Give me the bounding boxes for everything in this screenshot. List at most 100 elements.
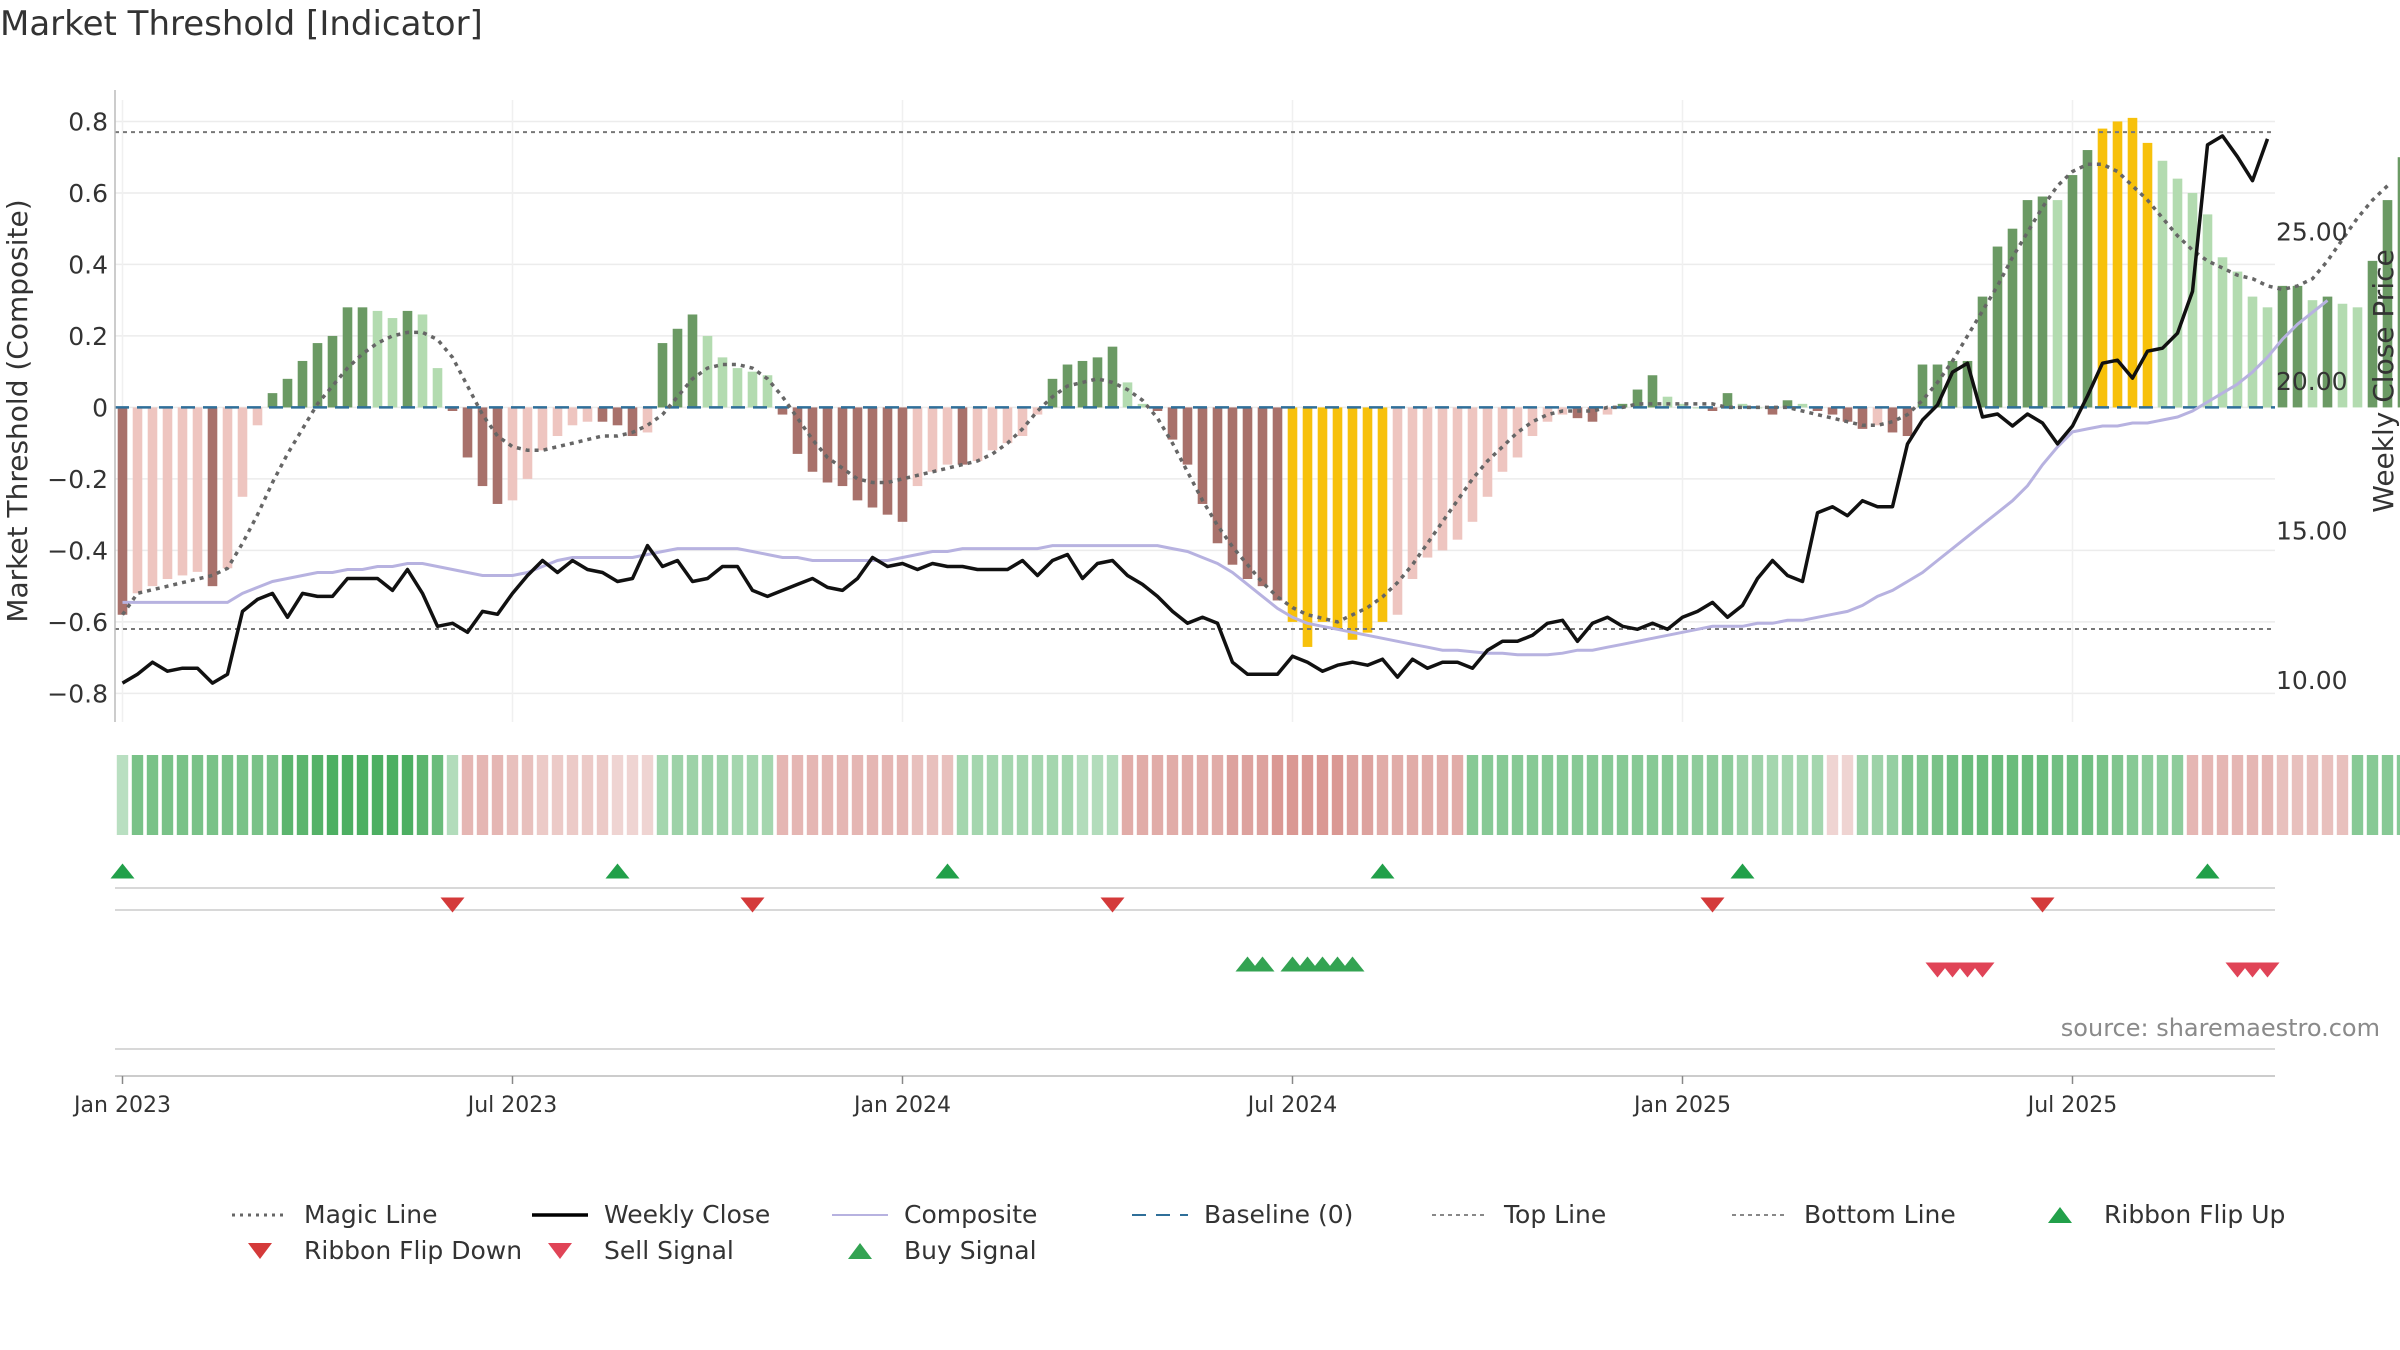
ribbon-band-cell (1091, 755, 1104, 835)
ribbon-band-cell (1841, 755, 1854, 835)
ribbon-band-cell (1586, 755, 1599, 835)
composite-bar (282, 378, 293, 408)
composite-bar (972, 407, 983, 462)
chart-title: Market Threshold [Indicator] (0, 4, 483, 44)
composite-bar (732, 368, 743, 408)
ribbon-band-cell (971, 755, 984, 835)
ribbon-band-cell (446, 755, 459, 835)
ribbon-band-cell (521, 755, 534, 835)
composite-bar (1167, 407, 1178, 440)
composite-bar (1272, 407, 1283, 601)
ribbon-band-cell (1646, 755, 1659, 835)
left-tick-label: −0.4 (47, 536, 108, 565)
composite-bar (387, 318, 398, 408)
ribbon-band-cell (371, 755, 384, 835)
composite-bar (2007, 228, 2018, 408)
ribbon-band-cell (2246, 755, 2259, 835)
ribbon-band-cell (1631, 755, 1644, 835)
ribbon-band-cell (1796, 755, 1809, 835)
composite-bar (1572, 407, 1583, 419)
ribbon-band-cell (866, 755, 879, 835)
ribbon-band-cell (611, 755, 624, 835)
ribbon-band-cell (2186, 755, 2199, 835)
legend-swatch (248, 1242, 272, 1259)
composite-bar (1467, 407, 1478, 522)
composite-bar (2382, 200, 2393, 408)
legend-swatch (1432, 1213, 1488, 1216)
composite-bar (657, 343, 668, 408)
composite-bar (1227, 407, 1238, 565)
ribbon-band-cell (1001, 755, 1014, 835)
composite-bar (1107, 346, 1118, 408)
ribbon-band-cell (1421, 755, 1434, 835)
ribbon-band-cell (896, 755, 909, 835)
ribbon-flip-up-marker (110, 863, 135, 879)
ribbon-band-cell (131, 755, 144, 835)
composite-bar (117, 407, 128, 615)
x-tick-label: Jan 2024 (852, 1093, 951, 1118)
composite-bar (2172, 178, 2183, 408)
ribbon-flip-up-marker (1730, 863, 1755, 879)
ribbon-band-cell (851, 755, 864, 835)
composite-bar (2067, 175, 2078, 408)
ribbon-band-cell (1496, 755, 1509, 835)
left-tick-label: 0.2 (68, 322, 108, 351)
ribbon-band-cell (1391, 755, 1404, 835)
ribbon-band-cell (191, 755, 204, 835)
composite-bar (1332, 407, 1343, 630)
left-tick-label: 0.8 (68, 107, 108, 136)
composite-bar (1212, 407, 1223, 544)
ribbon-band-cell (1931, 755, 1944, 835)
composite-bar (312, 343, 323, 408)
ribbon-band-cell (881, 755, 894, 835)
composite-bar (147, 407, 158, 587)
ribbon-band-cell (1691, 755, 1704, 835)
composite-bar (1797, 403, 1808, 408)
composite-bar (222, 407, 233, 569)
ribbon-band-cell (1331, 755, 1344, 835)
right-tick-label: 15.00 (2276, 517, 2348, 546)
ribbon-band-cell (1256, 755, 1269, 835)
composite-bar (342, 307, 353, 408)
ribbon-band-cell (386, 755, 399, 835)
sell-signal-marker (2255, 962, 2280, 978)
ribbon-band-cell (1901, 755, 1914, 835)
composite-bar (1317, 407, 1328, 622)
composite-bar (687, 314, 698, 408)
composite-bar (1917, 364, 1928, 408)
composite-bar (1482, 407, 1493, 497)
ribbon-flip-up-marker (2195, 863, 2220, 879)
ribbon-band-cell (1976, 755, 1989, 835)
ribbon-band-cell (476, 755, 489, 835)
ribbon-band-cell (146, 755, 159, 835)
composite-bar (2142, 142, 2153, 408)
composite-bar (1932, 364, 1943, 408)
composite-bar (252, 407, 263, 426)
ribbon-band-cell (1316, 755, 1329, 835)
composite-bar (672, 328, 683, 408)
ribbon-band-cell (2051, 755, 2064, 835)
legend-swatch (1732, 1213, 1788, 1216)
composite-bar (1032, 407, 1043, 415)
left-tick-label: −0.6 (47, 608, 108, 637)
right-tick-label: 20.00 (2276, 367, 2348, 396)
ribbon-band-cell (911, 755, 924, 835)
buy-signal-marker (1340, 956, 1365, 972)
legend-marker (848, 1242, 872, 1259)
ribbon-band-cell (1166, 755, 1179, 835)
ribbon-band-cell (1946, 755, 1959, 835)
legend-label: Weekly Close (604, 1200, 771, 1229)
series-lines (121, 134, 2389, 685)
composite-bar (822, 407, 833, 483)
composite-bar (1047, 378, 1058, 408)
right-tick-label: 10.00 (2276, 666, 2348, 695)
composite-bar (2307, 300, 2318, 408)
composite-bar (1977, 296, 1988, 408)
legend-marker (248, 1242, 272, 1259)
composite-bar (1782, 400, 1793, 408)
ribbon-band-cell (2081, 755, 2094, 835)
composite-bar (1497, 407, 1508, 472)
composite-bar (2337, 303, 2348, 408)
ribbon-band-cell (2306, 755, 2319, 835)
right-axis-title: Weekly Close Price (2367, 249, 2400, 512)
